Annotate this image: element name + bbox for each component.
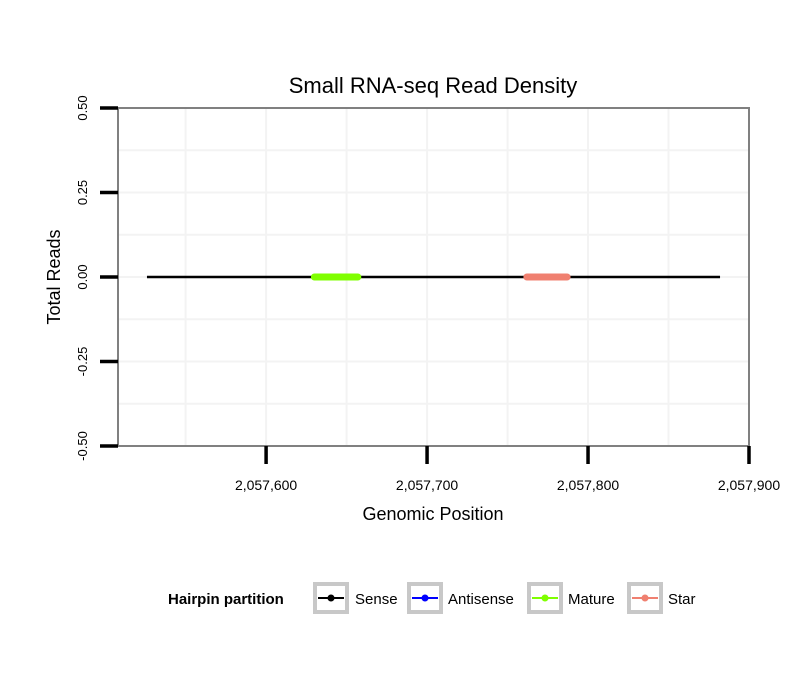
- legend-label: Sense: [355, 591, 398, 608]
- legend-key-point: [642, 595, 649, 602]
- legend-key-antisense: [409, 584, 441, 612]
- legend-key-mature: [529, 584, 561, 612]
- legend-title: Hairpin partition: [168, 591, 284, 608]
- legend-label: Antisense: [448, 591, 514, 608]
- legend-label: Star: [668, 591, 696, 608]
- x-tick-label: 2,057,800: [557, 477, 619, 493]
- y-tick-label: -0.50: [75, 431, 90, 461]
- x-tick-label: 2,057,900: [718, 477, 780, 493]
- chart-title: Small RNA-seq Read Density: [289, 73, 578, 98]
- y-axis: 0.50 0.25 0.00 -0.25 -0.50: [75, 95, 118, 460]
- x-axis-label: Genomic Position: [362, 504, 503, 524]
- x-tick-label: 2,057,600: [235, 477, 297, 493]
- y-tick-label: 0.50: [75, 95, 90, 120]
- y-tick-label: 0.00: [75, 264, 90, 289]
- legend: Hairpin partition Sense Antisense Mature St…: [168, 584, 696, 612]
- legend-key-point: [422, 595, 429, 602]
- y-axis-label: Total Reads: [44, 229, 64, 324]
- y-tick-label: 0.25: [75, 180, 90, 205]
- legend-key-star: [629, 584, 661, 612]
- legend-key-point: [328, 595, 335, 602]
- legend-label: Mature: [568, 591, 615, 608]
- x-axis: 2,057,600 2,057,700 2,057,800 2,057,900: [235, 446, 780, 493]
- x-tick-label: 2,057,700: [396, 477, 458, 493]
- legend-key-point: [542, 595, 549, 602]
- y-tick-label: -0.25: [75, 347, 90, 377]
- legend-key-sense: [315, 584, 347, 612]
